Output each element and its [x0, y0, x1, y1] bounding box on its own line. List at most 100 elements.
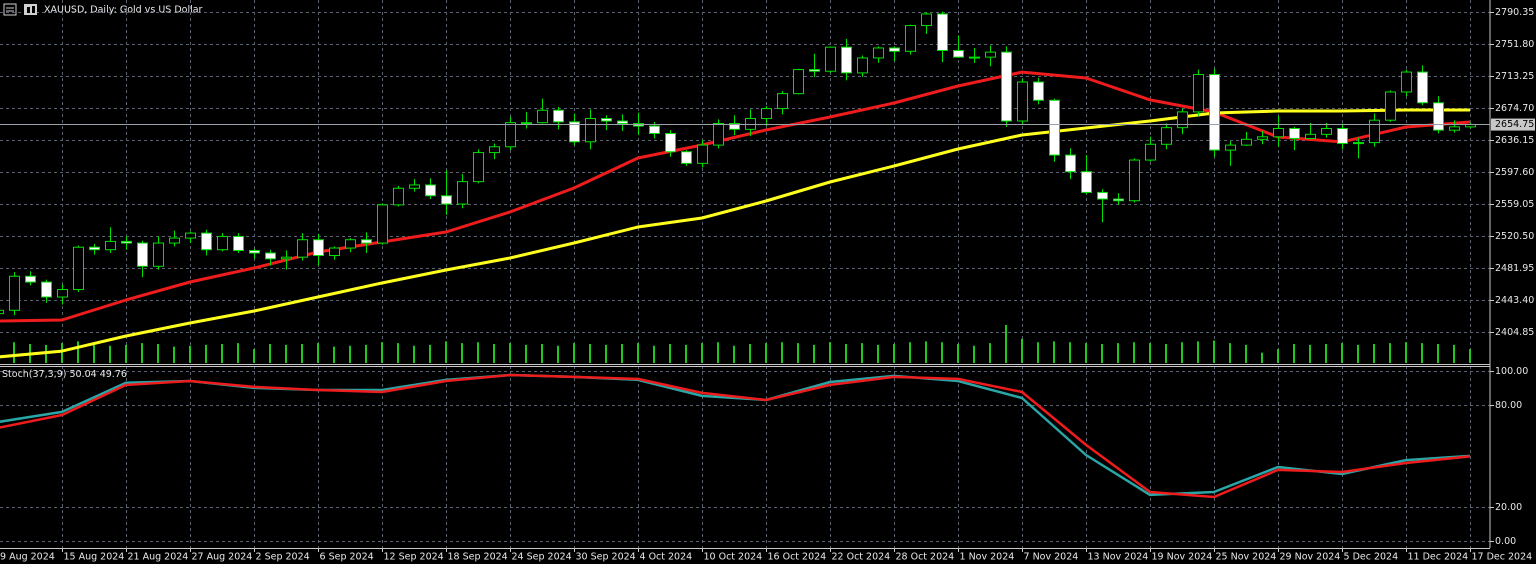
volume-bar	[893, 344, 895, 363]
candle-body	[1337, 127, 1348, 144]
volume-bar	[77, 341, 79, 363]
volume-bar	[925, 341, 927, 363]
x-tick-label: 21 Aug 2024	[128, 552, 189, 563]
y-tick-label: 100.00	[1495, 366, 1528, 377]
volume-bar	[1389, 343, 1391, 363]
volume-bar	[285, 344, 287, 363]
candle-body	[553, 109, 564, 123]
x-tick-label: 12 Sep 2024	[384, 552, 444, 563]
volume-bar	[205, 344, 207, 363]
candle-body	[1161, 127, 1172, 145]
volume-bar	[397, 343, 399, 363]
volume-bar	[1133, 342, 1135, 363]
candle-body	[1113, 198, 1124, 202]
candle-body	[825, 46, 836, 72]
volume-bar	[877, 344, 879, 363]
candle-body	[297, 239, 308, 258]
candle-body	[521, 122, 532, 125]
candle-body	[329, 247, 340, 257]
candle-body	[921, 13, 932, 27]
candle-body	[1353, 142, 1364, 145]
candle-body	[41, 281, 52, 298]
volume-bar	[541, 344, 543, 363]
candle-body	[1433, 102, 1444, 131]
candle-body	[393, 187, 404, 206]
indicator-header: Stoch(37,3,9) 50.04 49.76	[2, 369, 127, 380]
volume-bar	[845, 344, 847, 363]
volume-bar	[237, 343, 239, 363]
volume-bar	[1101, 344, 1103, 363]
symbol-icon-bar	[32, 6, 35, 13]
volume-bar	[1277, 349, 1279, 363]
x-tick-label: 1 Nov 2024	[960, 552, 1015, 563]
current-price-box	[1491, 118, 1535, 131]
candle-body	[953, 49, 964, 58]
candle-body	[617, 120, 628, 125]
candle-body	[1209, 74, 1220, 151]
candle-body	[345, 239, 356, 249]
volume-bar	[685, 344, 687, 363]
chart-header: XAUUSD, Daily: Gold vs US Dollar	[3, 3, 203, 16]
y-tick-label: 80.00	[1495, 400, 1522, 411]
volume-bar	[733, 345, 735, 363]
candle-body	[841, 46, 852, 74]
y-tick-label: 2751.80	[1495, 39, 1534, 50]
candle-body	[1065, 154, 1076, 173]
volume-bar	[349, 345, 351, 363]
candle-body	[377, 204, 388, 244]
candle-body	[1049, 99, 1060, 156]
volume-bar	[829, 342, 831, 363]
volume-bar	[1053, 341, 1055, 363]
volume-bar	[173, 346, 175, 363]
candle-body	[281, 256, 292, 260]
volume-bar	[637, 343, 639, 363]
candle-body	[1033, 81, 1044, 101]
volume-bar	[1245, 344, 1247, 363]
candle-body	[1321, 127, 1332, 135]
volume-bar	[1069, 342, 1071, 363]
volume-bar	[797, 343, 799, 363]
candle-body	[409, 184, 420, 189]
volume-bar	[109, 345, 111, 363]
volume-bar	[1085, 343, 1087, 363]
candle-body	[889, 47, 900, 52]
candle-body	[137, 242, 148, 267]
volume-bar	[141, 343, 143, 363]
symbol-icon[interactable]	[24, 4, 37, 15]
candle-body	[1129, 159, 1140, 202]
x-tick-label: 16 Oct 2024	[768, 552, 827, 563]
volume-bar	[701, 343, 703, 363]
volume-bar	[189, 345, 191, 363]
candle-body	[441, 195, 452, 205]
candle-body	[473, 152, 484, 183]
volume-bar	[781, 342, 783, 363]
volume-bar	[13, 342, 15, 363]
volume-bar	[973, 345, 975, 363]
candle-body	[313, 239, 324, 257]
x-tick-label: 7 Nov 2024	[1024, 552, 1079, 563]
candle-body	[457, 181, 468, 205]
candle-body	[1193, 74, 1204, 113]
volume-bar	[1229, 343, 1231, 363]
candle-body	[937, 13, 948, 51]
y-tick-label: 2481.95	[1495, 263, 1534, 274]
candle-body	[985, 51, 996, 58]
volume-bar	[93, 344, 95, 363]
candle-body	[1257, 136, 1268, 140]
indicator-legend: Stoch(37,3,9) 50.04 49.76	[2, 369, 127, 380]
volume-bar	[1117, 343, 1119, 363]
x-tick-label: 22 Oct 2024	[832, 552, 891, 563]
x-tick-label: 19 Nov 2024	[1152, 552, 1213, 563]
volume-bar	[1261, 352, 1263, 363]
volume-bar	[941, 342, 943, 363]
volume-bar	[573, 343, 575, 363]
y-tick-label: 2713.25	[1495, 71, 1534, 82]
candle-body	[729, 123, 740, 130]
candle-body	[1225, 144, 1236, 151]
volume-bar	[1341, 343, 1343, 363]
candle-body	[569, 121, 580, 143]
volume-bar	[1453, 344, 1455, 363]
candle-body	[233, 235, 244, 252]
menu-icon[interactable]	[3, 3, 17, 16]
